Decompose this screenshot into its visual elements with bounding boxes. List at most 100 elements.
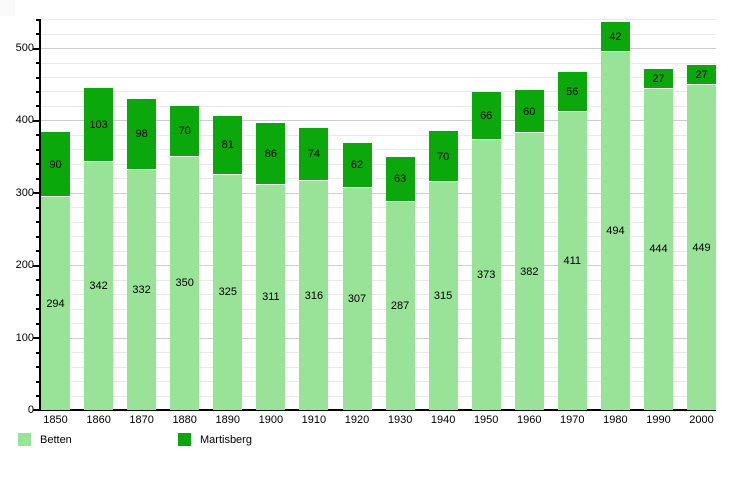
- bar-segment-betten: [170, 156, 200, 410]
- gridline-minor: [41, 221, 716, 223]
- bar-segment-martisberg: [256, 122, 286, 185]
- y-axis-tick: [36, 76, 40, 79]
- y-axis-tick: [33, 47, 40, 50]
- bar-segment-betten: [557, 112, 587, 410]
- bar-segment-betten: [213, 174, 243, 410]
- bar-segment-betten: [127, 169, 157, 410]
- y-axis-line: [39, 19, 41, 411]
- gridline-minor: [41, 236, 716, 238]
- bar-segment-martisberg: [471, 92, 501, 140]
- y-axis-tick: [36, 163, 40, 166]
- gridline-minor: [41, 163, 716, 165]
- x-tick-label: 1850: [43, 414, 68, 426]
- x-tick-label: 1920: [344, 414, 370, 426]
- bar-segment-martisberg: [170, 105, 200, 157]
- value-label-betten: 315: [433, 290, 453, 302]
- x-tick-label: 1870: [129, 414, 154, 426]
- y-axis-tick: [36, 279, 40, 282]
- y-tick-label: 300: [15, 186, 34, 199]
- value-label-betten: 287: [390, 300, 410, 313]
- value-label-martisberg: 63: [393, 173, 407, 186]
- y-axis-tick: [36, 351, 40, 354]
- gridline-minor: [41, 207, 716, 209]
- y-axis-tick: [36, 380, 40, 383]
- value-label-martisberg: 70: [436, 150, 450, 163]
- value-label-betten: 325: [218, 286, 237, 299]
- gridline-minor: [41, 381, 716, 382]
- y-axis-tick: [36, 221, 40, 224]
- gridline-major: [41, 192, 716, 194]
- value-label-martisberg: 70: [178, 125, 191, 138]
- value-label-betten: 373: [477, 269, 496, 281]
- value-label-martisberg: 62: [350, 159, 364, 172]
- gridline-major: [41, 337, 716, 339]
- gridline-minor: [41, 294, 716, 296]
- x-tick-label: 1950: [473, 414, 499, 426]
- value-label-betten: 444: [649, 243, 668, 256]
- gridline-major: [41, 120, 716, 122]
- value-label-martisberg: 27: [695, 69, 708, 82]
- gridline-minor: [41, 33, 716, 35]
- y-axis-tick: [36, 105, 40, 108]
- gridline-minor: [41, 134, 716, 136]
- x-tick-label: 1930: [387, 414, 413, 426]
- value-label-betten: 382: [520, 265, 539, 278]
- gridline-minor: [41, 308, 716, 310]
- gridline-minor: [41, 366, 716, 368]
- y-axis-tick: [36, 33, 40, 35]
- y-tick-label: 200: [15, 259, 34, 272]
- x-tick-label: 1880: [172, 414, 197, 426]
- legend-label-martisberg: Martisberg: [200, 434, 252, 446]
- y-axis-tick: [36, 250, 40, 253]
- bar-segment-martisberg: [385, 156, 415, 203]
- gridline-major: [41, 48, 716, 49]
- y-axis-tick: [36, 148, 40, 151]
- value-label-betten: 294: [46, 297, 65, 310]
- y-axis-tick: [36, 90, 40, 93]
- bar-segment-betten: [41, 197, 70, 410]
- gridline-minor: [41, 352, 716, 354]
- gridline-minor: [41, 178, 716, 180]
- bar-segment-martisberg: [644, 69, 673, 89]
- gridline-minor: [41, 62, 716, 64]
- bar-segment-betten: [644, 88, 673, 410]
- x-axis-line: [38, 409, 716, 411]
- gridline-minor: [41, 395, 716, 397]
- bar-segment-betten: [428, 181, 458, 410]
- value-label-martisberg: 60: [523, 105, 536, 118]
- gridline-minor: [41, 323, 716, 325]
- bar-segment-betten: [342, 187, 372, 410]
- bar-segment-martisberg: [41, 132, 70, 198]
- y-axis-tick: [36, 293, 40, 296]
- gridline-minor: [41, 149, 716, 151]
- y-axis-tick: [33, 119, 40, 122]
- bar-segment-martisberg: [600, 21, 630, 53]
- bar-segment-martisberg: [557, 71, 587, 113]
- value-label-martisberg: 56: [566, 86, 579, 99]
- bar-segment-martisberg: [299, 127, 329, 182]
- value-label-martisberg: 90: [49, 158, 62, 171]
- gridline-minor: [41, 105, 716, 107]
- y-axis-tick: [36, 134, 40, 137]
- corner-artifact: [0, 0, 15, 16]
- y-axis-tick: [33, 264, 40, 267]
- bar-segment-betten: [84, 162, 114, 410]
- y-axis-tick: [36, 322, 40, 325]
- bar-segment-martisberg: [127, 98, 157, 170]
- x-tick-label: 1970: [560, 414, 585, 426]
- legend-swatch-betten: [18, 433, 31, 446]
- legend-label-betten: Betten: [40, 434, 72, 446]
- y-axis-tick: [36, 18, 40, 21]
- value-label-martisberg: 103: [89, 119, 108, 132]
- gridline-minor: [41, 91, 716, 93]
- value-label-betten: 307: [347, 292, 367, 305]
- value-label-martisberg: 27: [652, 72, 665, 85]
- x-tick-label: 1910: [301, 414, 327, 426]
- value-label-martisberg: 74: [307, 148, 321, 161]
- x-tick-label: 1940: [430, 414, 456, 426]
- value-label-martisberg: 42: [609, 31, 622, 44]
- x-tick-label: 2000: [689, 414, 714, 426]
- y-axis-tick: [36, 235, 40, 238]
- value-label-betten: 411: [563, 255, 582, 268]
